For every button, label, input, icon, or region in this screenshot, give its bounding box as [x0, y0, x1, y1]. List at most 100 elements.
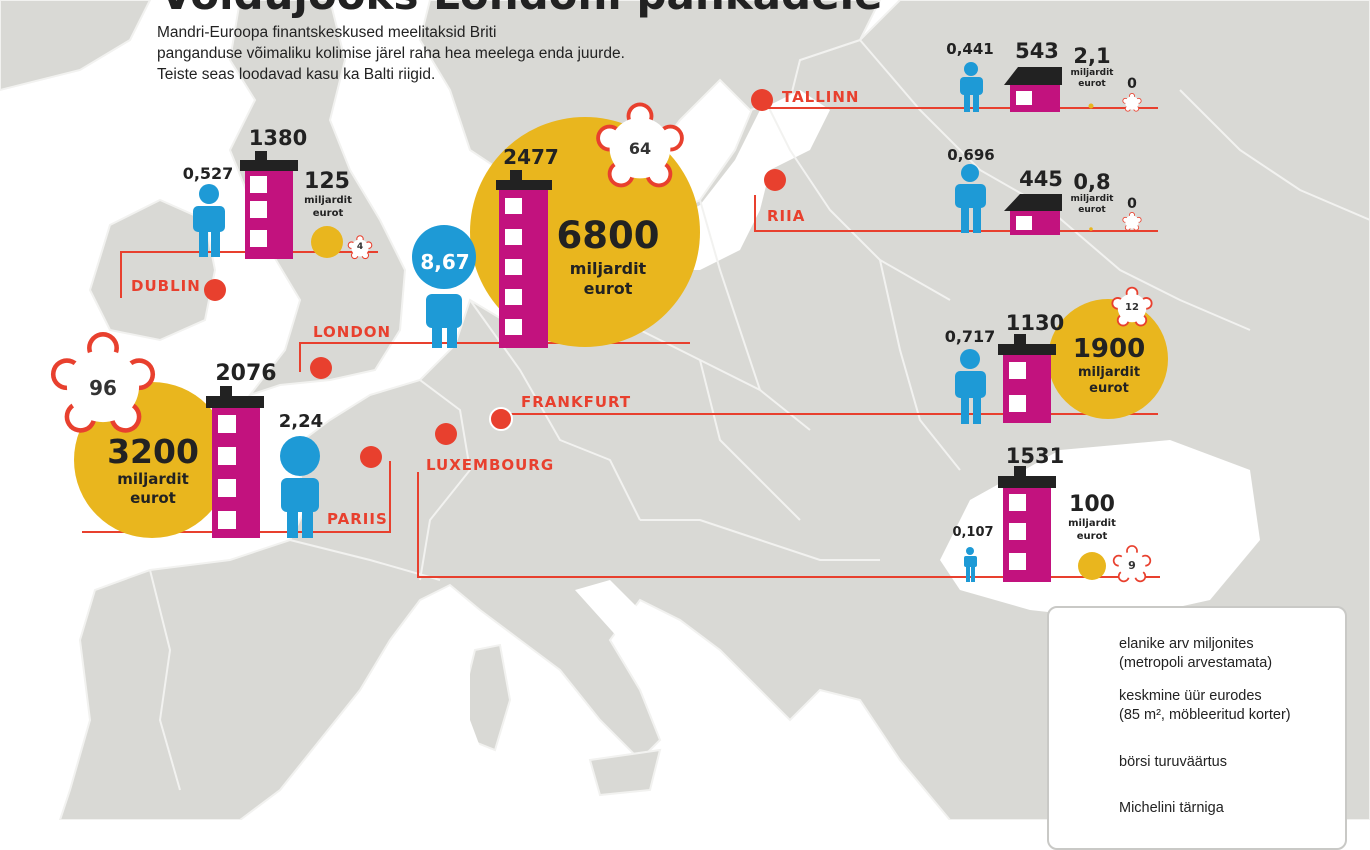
unit-line: eurot	[1078, 205, 1106, 216]
tallinn-rent: 543	[1015, 39, 1059, 63]
riia-rent-building	[1004, 194, 1062, 235]
city-label-dublin: DUBLIN	[131, 277, 201, 295]
city-label-luxembourg: LUXEMBOURG	[426, 456, 555, 474]
london-population-icon	[412, 225, 476, 348]
luxembourg-population-icon	[964, 547, 977, 582]
pariis-rent: 2076	[215, 361, 277, 386]
riia-market-circle	[1089, 227, 1093, 231]
legend-michelin-label: Michelini tärniga	[1119, 800, 1224, 816]
frankfurt-population: 0,717	[944, 327, 996, 346]
unit-line: miljardit	[304, 195, 352, 206]
unit-line: miljardit	[117, 470, 189, 488]
dublin-dot	[204, 279, 226, 301]
london-dot	[310, 357, 332, 379]
intro-line: panganduse võimaliku kolimise järel raha…	[157, 45, 625, 62]
london-rent: 2477	[503, 145, 559, 169]
pariis-market-value: 3200	[107, 432, 199, 471]
unit-line: miljardit	[1077, 365, 1141, 380]
dublin-market-circle	[311, 226, 343, 258]
unit-line: eurot	[583, 279, 633, 298]
london-market-unit: miljardit eurot	[558, 259, 658, 299]
dublin-population: 0,527	[182, 164, 234, 183]
dublin-market-unit: miljardit eurot	[300, 195, 356, 220]
northwest-landmass	[0, 0, 152, 92]
ireland	[88, 198, 217, 342]
city-label-london: LONDON	[313, 323, 392, 341]
tallinn-michelin: 0	[1127, 76, 1137, 92]
pariis-population-icon	[280, 436, 320, 538]
riia-market-value: 0,8	[1073, 170, 1111, 194]
pariis-market-unit: miljardit eurot	[108, 470, 198, 508]
europe-map	[0, 0, 1370, 820]
luxembourg-market-circle	[1078, 552, 1106, 580]
frankfurt-michelin: 12	[1125, 302, 1139, 313]
city-label-frankfurt: FRANKFURT	[521, 393, 632, 411]
pariis-rent-building	[206, 386, 264, 538]
unit-line: miljardit	[1070, 68, 1114, 78]
dublin-rent-building	[240, 151, 298, 259]
city-dots	[204, 89, 786, 468]
legend-line: elanike arv miljonites	[1119, 636, 1254, 652]
luxembourg-market-unit: miljardit eurot	[1064, 518, 1120, 543]
dublin-michelin: 4	[356, 242, 364, 252]
frankfurt-market-value: 1900	[1072, 334, 1146, 364]
tallinn-population: 0,441	[946, 40, 994, 58]
legend-line: (metropoli arvestamata)	[1119, 655, 1273, 671]
intro-text: Mandri-Euroopa finantskeskused meelitaks…	[157, 22, 757, 85]
page-title: Võidujooks Londoni pankadele	[160, 0, 882, 19]
pariis-population: 2,24	[278, 411, 324, 432]
luxembourg-market-value: 100	[1069, 492, 1115, 517]
unit-line: eurot	[1078, 79, 1106, 90]
unit-line: miljardit	[1070, 194, 1114, 204]
intro-line: Teiste seas loodavad kasu ka Balti riigi…	[157, 66, 436, 83]
frankfurt-dot	[489, 407, 513, 431]
legend-box: elanike arv miljonites (metropoli arvest…	[1047, 606, 1347, 850]
legend-line: (85 m², möbleeritud korter)	[1119, 707, 1291, 723]
unit-line: eurot	[1089, 381, 1129, 397]
luxembourg-michelin: 9	[1128, 559, 1136, 572]
luxembourg-rent: 1531	[1005, 444, 1065, 468]
frankfurt-population-icon	[955, 349, 986, 424]
pariis-dot	[360, 446, 382, 468]
dublin-population-icon	[193, 184, 225, 257]
pariis-michelin: 96	[89, 376, 117, 400]
luxembourg-population: 0,107	[952, 525, 994, 540]
tallinn-rent-building	[1004, 67, 1062, 112]
tallinn-market-circle	[1088, 103, 1094, 109]
sicily	[588, 748, 662, 797]
legend-rent-label: keskmine üür eurodes (85 m², möbleeritud…	[1119, 687, 1291, 725]
luxembourg-rent-building	[998, 466, 1056, 582]
unit-line: miljardit	[1068, 518, 1116, 529]
unit-line: eurot	[130, 488, 176, 507]
frankfurt-rent-building	[998, 334, 1056, 423]
frankfurt-rent: 1130	[1005, 311, 1065, 335]
city-label-riia: RIIA	[767, 207, 806, 225]
unit-line: eurot	[1076, 530, 1108, 542]
frankfurt-market-circle	[1048, 299, 1168, 419]
london-population: 8,67	[420, 250, 470, 274]
pariis-line	[82, 461, 391, 533]
riia-population-icon	[955, 164, 986, 233]
riia-rent: 445	[1019, 167, 1063, 191]
city-label-pariis: PARIIS	[327, 510, 388, 528]
riia-michelin: 0	[1127, 196, 1137, 212]
tallinn-market-unit: miljardit eurot	[1066, 68, 1118, 91]
unit-line: eurot	[312, 207, 344, 219]
population-icons	[193, 62, 986, 582]
great-britain	[228, 0, 407, 397]
rent-buildings	[206, 67, 1062, 582]
luxembourg-line	[417, 472, 1160, 578]
dublin-rent: 1380	[248, 126, 308, 150]
adriatic-sea	[575, 580, 730, 720]
tallinn-population-icon	[960, 62, 983, 112]
london-michelin: 64	[628, 139, 652, 158]
tallinn-market-value: 2,1	[1073, 44, 1111, 68]
riia-dot	[764, 169, 786, 191]
legend-line: keskmine üür eurodes	[1119, 688, 1262, 704]
dublin-market-value: 125	[304, 169, 350, 194]
tallinn-dot	[751, 89, 773, 111]
riia-population: 0,696	[947, 146, 995, 164]
city-label-tallinn: TALLINN	[782, 88, 860, 106]
mediterranean	[300, 610, 560, 820]
riia-market-unit: miljardit eurot	[1066, 194, 1118, 217]
